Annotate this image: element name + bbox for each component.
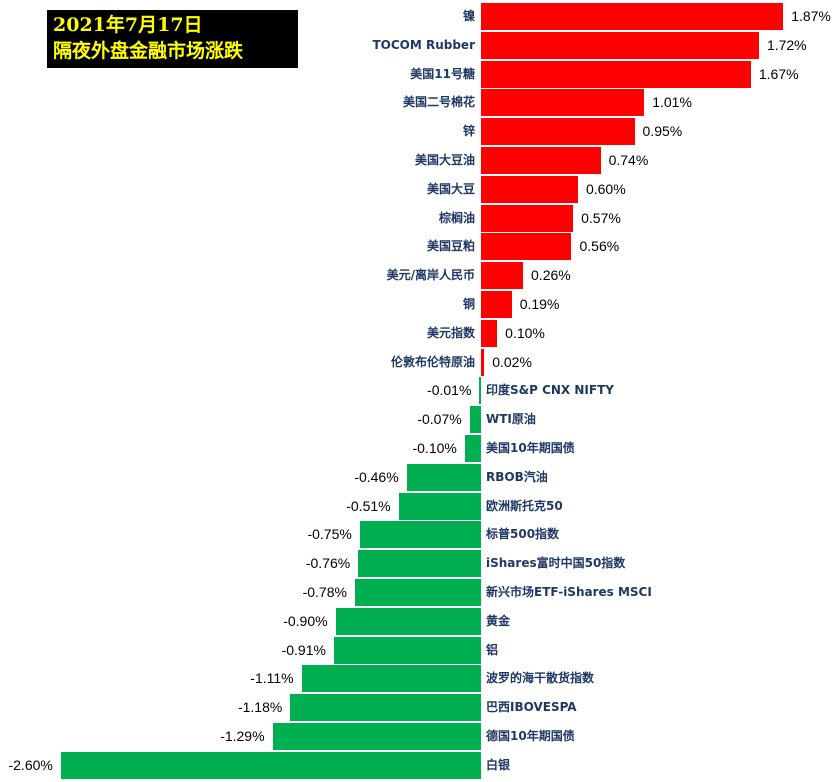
bar	[60, 751, 481, 779]
category-label: 波罗的海干散货指数	[486, 671, 595, 686]
category-label: 棕榈油	[438, 210, 475, 225]
value-label: -1.29%	[220, 728, 265, 744]
value-label: -0.76%	[305, 555, 351, 572]
value-label: 0.26%	[531, 267, 571, 284]
bar	[481, 291, 512, 318]
bar	[359, 521, 481, 549]
value-label: 1.87%	[791, 8, 831, 24]
category-label: TOCOM Rubber	[372, 37, 475, 52]
value-label: -0.10%	[412, 440, 457, 456]
category-label: WTI原油	[486, 412, 536, 427]
value-label: 0.74%	[608, 152, 649, 168]
bar	[469, 406, 481, 434]
category-label: 新兴市场ETF-iShares MSCI	[486, 585, 652, 599]
category-label: 白银	[486, 757, 511, 772]
value-label: -1.18%	[237, 699, 283, 716]
category-label: 美元指数	[426, 325, 475, 340]
chart-title-text: 隔夜外盘金融市场涨跌	[53, 40, 244, 62]
value-label: -0.46%	[354, 468, 399, 485]
category-label: 美国二号棉花	[402, 95, 475, 110]
value-label: -0.51%	[346, 497, 391, 514]
category-label: 黄金	[486, 613, 511, 628]
category-label: 铜	[462, 297, 475, 311]
value-label: 0.57%	[581, 209, 621, 226]
bar	[335, 607, 481, 635]
category-label: iShares富时中国50指数	[486, 556, 626, 571]
bar	[481, 175, 578, 203]
category-label: 美国10年期国债	[486, 441, 575, 455]
category-label: 欧洲斯托克50	[486, 498, 563, 513]
category-label: 巴西IBOVESPA	[486, 700, 577, 715]
bar	[272, 723, 481, 750]
value-label: -0.01%	[427, 382, 472, 399]
bar	[481, 204, 574, 232]
category-label: 标普500指数	[486, 527, 560, 542]
value-label: -1.11%	[250, 670, 294, 687]
bar	[481, 89, 645, 117]
bar	[481, 60, 751, 88]
value-label: -0.75%	[307, 526, 352, 543]
value-label: -0.07%	[417, 411, 462, 428]
bar	[479, 377, 481, 405]
category-label: 铝	[486, 642, 499, 657]
value-label: 0.02%	[492, 353, 532, 370]
value-label: -0.91%	[281, 641, 326, 658]
bar	[333, 636, 481, 664]
category-label: 美国大豆	[426, 181, 475, 196]
bar	[481, 118, 635, 146]
value-label: 0.60%	[585, 180, 626, 197]
value-label: 0.95%	[642, 123, 683, 140]
bar	[406, 463, 481, 491]
category-label: 德国10年期国债	[486, 729, 575, 743]
bar	[301, 665, 481, 693]
category-label: 美国大豆油	[414, 153, 475, 167]
category-label: 镍	[462, 9, 475, 23]
category-label: 美元/离岸人民币	[386, 268, 475, 283]
chart-title-box: 2021年7月17日 隔夜外盘金融市场涨跌	[47, 10, 298, 68]
value-label: -0.78%	[302, 584, 347, 600]
value-label: 0.19%	[519, 296, 560, 312]
bar	[481, 3, 784, 30]
value-label: -2.60%	[8, 756, 53, 773]
bar	[481, 319, 498, 347]
bar	[481, 233, 572, 261]
value-label: 1.72%	[766, 36, 807, 53]
category-label: 美国11号糖	[410, 66, 475, 81]
chart-title-date: 2021年7月17日	[53, 14, 203, 36]
bar	[481, 348, 485, 376]
value-label: 1.01%	[652, 94, 692, 111]
value-label: -0.90%	[283, 612, 328, 629]
value-label: 0.10%	[505, 324, 545, 341]
category-label: 锌	[462, 124, 475, 139]
bar	[481, 147, 601, 174]
category-label: 伦敦布伦特原油	[390, 354, 475, 369]
bar	[358, 550, 481, 578]
value-label: 0.56%	[579, 238, 620, 255]
bar	[398, 492, 481, 520]
category-label: 美国豆粕	[426, 239, 475, 254]
bar	[481, 262, 524, 290]
bar	[481, 31, 759, 59]
bar	[464, 435, 481, 462]
category-label: 印度S&P CNX NIFTY	[486, 383, 614, 398]
bar	[290, 694, 481, 722]
category-label: RBOB汽油	[486, 469, 548, 484]
bar	[354, 579, 481, 606]
value-label: 1.67%	[758, 65, 799, 82]
